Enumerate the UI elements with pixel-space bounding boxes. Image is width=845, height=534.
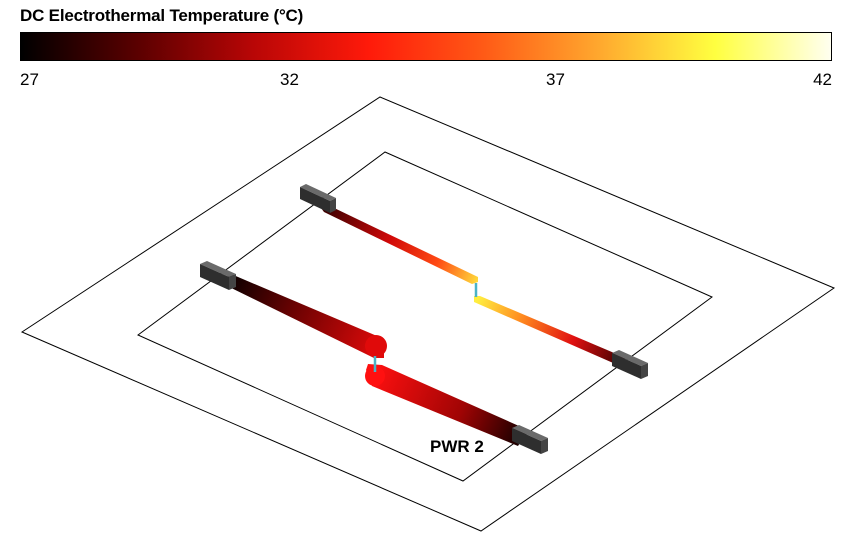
trace-top[interactable]	[318, 204, 626, 366]
temperature-colorbar	[20, 32, 832, 61]
trace-pwr2[interactable]	[219, 274, 528, 446]
trace-top-segment-right	[474, 296, 626, 366]
colorbar-tick-32: 32	[280, 70, 299, 89]
connector-right[interactable]	[612, 350, 648, 379]
board-outline-outer	[20, 96, 836, 532]
colorbar-tick-max: 42	[813, 70, 832, 89]
trace-pwr2-segment-right	[366, 364, 528, 446]
connector-bottom[interactable]	[512, 425, 548, 454]
colorbar-tick-min: 27	[20, 70, 39, 89]
trace-top-segment-left	[318, 204, 478, 284]
colorbar-tick-37: 37	[546, 70, 565, 89]
net-label-pwr2: PWR 2	[430, 437, 484, 456]
legend-title: DC Electrothermal Temperature (°C)	[20, 6, 304, 25]
connector-top-left[interactable]	[300, 184, 336, 213]
trace-pwr2-segment-left	[219, 274, 384, 358]
connector-left[interactable]	[200, 261, 236, 290]
